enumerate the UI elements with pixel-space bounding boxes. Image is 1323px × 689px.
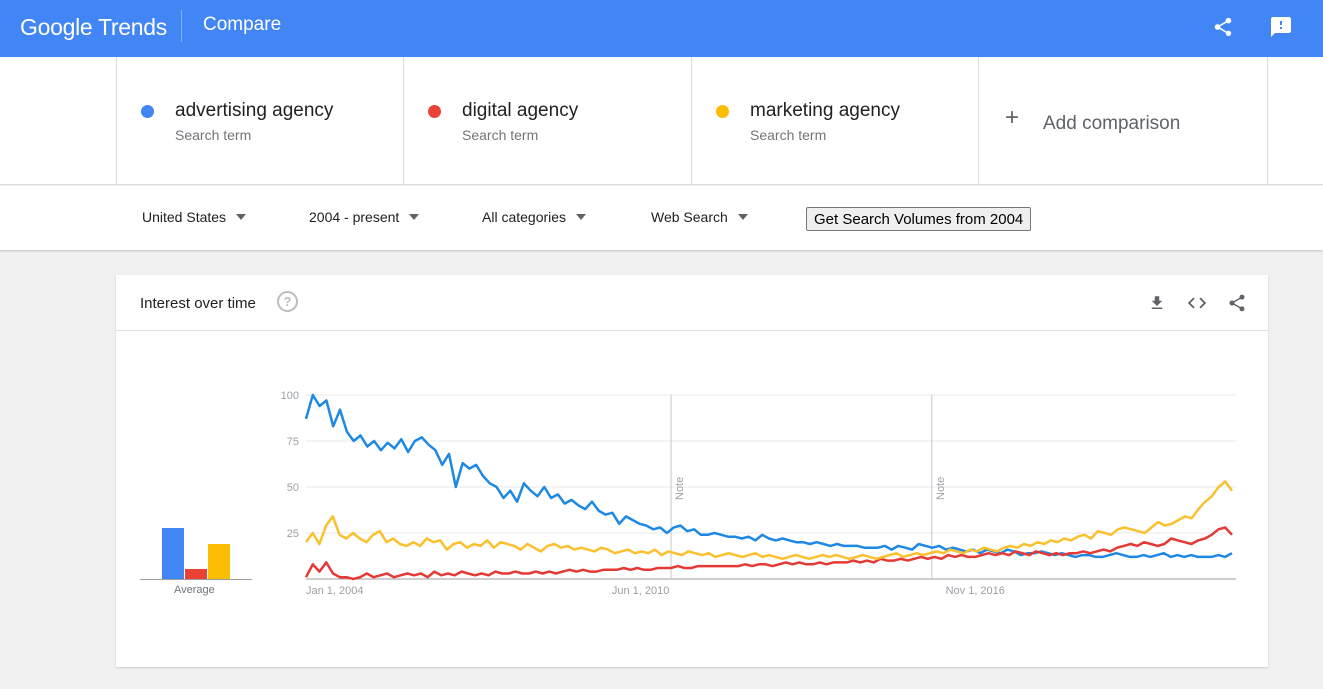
plus-icon: + xyxy=(1005,104,1020,131)
term-name[interactable]: marketing agency xyxy=(750,100,900,121)
embed-icon[interactable] xyxy=(1186,292,1208,314)
category-value: All categories xyxy=(482,209,567,225)
y-tick-label: 25 xyxy=(287,528,299,540)
region-dropdown[interactable]: United States xyxy=(142,209,247,225)
x-tick-label: Jun 1, 2010 xyxy=(612,585,670,597)
term-card-marketing-agency[interactable]: marketing agency Search term xyxy=(691,57,979,185)
share-icon[interactable] xyxy=(1210,14,1236,40)
series-color-dot xyxy=(716,105,729,118)
time-range-value: 2004 - present xyxy=(309,209,400,225)
download-icon[interactable] xyxy=(1146,292,1168,314)
get-search-volumes-button[interactable]: Get Search Volumes from 2004 xyxy=(806,207,1032,231)
search-type-dropdown[interactable]: Web Search xyxy=(651,209,748,225)
share-icon[interactable] xyxy=(1226,292,1248,314)
header-divider xyxy=(181,10,182,42)
average-label: Average xyxy=(174,584,215,596)
average-baseline xyxy=(140,579,252,580)
feedback-icon[interactable] xyxy=(1268,14,1294,40)
chevron-down-icon xyxy=(737,214,748,220)
card-divider xyxy=(116,330,1268,331)
region-value: United States xyxy=(142,209,227,225)
average-bar-advertising-agency[interactable] xyxy=(162,527,184,580)
series-line-marketing-agency xyxy=(304,480,1234,561)
help-icon[interactable]: ? xyxy=(277,291,298,312)
filter-bar: United States 2004 - present All categor… xyxy=(0,186,1323,250)
time-range-dropdown[interactable]: 2004 - present xyxy=(309,209,420,225)
interest-over-time-card: Interest over time ? xyxy=(116,275,1268,667)
note-label: Note xyxy=(935,477,947,500)
average-bar-digital-agency[interactable] xyxy=(185,569,207,580)
card-title: Interest over time xyxy=(140,295,256,312)
x-tick-label: Jan 1, 2004 xyxy=(306,585,364,597)
term-name[interactable]: digital agency xyxy=(462,100,579,121)
page-title: Compare xyxy=(203,14,282,35)
term-card-digital-agency[interactable]: digital agency Search term xyxy=(403,57,691,185)
term-type: Search term xyxy=(750,127,827,143)
compare-terms-band: advertising agency Search term digital a… xyxy=(0,57,1323,185)
term-name[interactable]: advertising agency xyxy=(175,100,334,121)
add-comparison-label: Add comparison xyxy=(1043,113,1181,134)
note-label: Note xyxy=(674,477,686,500)
term-type: Search term xyxy=(175,127,252,143)
y-tick-label: 50 xyxy=(287,482,299,494)
term-type: Search term xyxy=(462,127,539,143)
chevron-down-icon xyxy=(576,214,587,220)
chevron-down-icon xyxy=(236,214,247,220)
google-trends-logo[interactable]: Google Trends xyxy=(20,14,167,40)
series-line-digital-agency xyxy=(304,526,1233,581)
series-line-advertising-agency xyxy=(304,393,1233,559)
x-tick-label: Nov 1, 2016 xyxy=(946,585,1005,597)
add-comparison-button[interactable]: + Add comparison xyxy=(978,57,1268,185)
series-color-dot xyxy=(141,105,154,118)
series-color-dot xyxy=(428,105,441,118)
average-bars xyxy=(140,500,252,580)
top-bar: Google Trends Compare xyxy=(0,0,1323,57)
y-tick-label: 100 xyxy=(281,390,299,402)
term-card-advertising-agency[interactable]: advertising agency Search term xyxy=(116,57,404,185)
category-dropdown[interactable]: All categories xyxy=(482,209,587,225)
y-tick-label: 75 xyxy=(287,436,299,448)
chevron-down-icon xyxy=(409,214,420,220)
average-bar-marketing-agency[interactable] xyxy=(208,544,230,580)
search-type-value: Web Search xyxy=(651,209,728,225)
